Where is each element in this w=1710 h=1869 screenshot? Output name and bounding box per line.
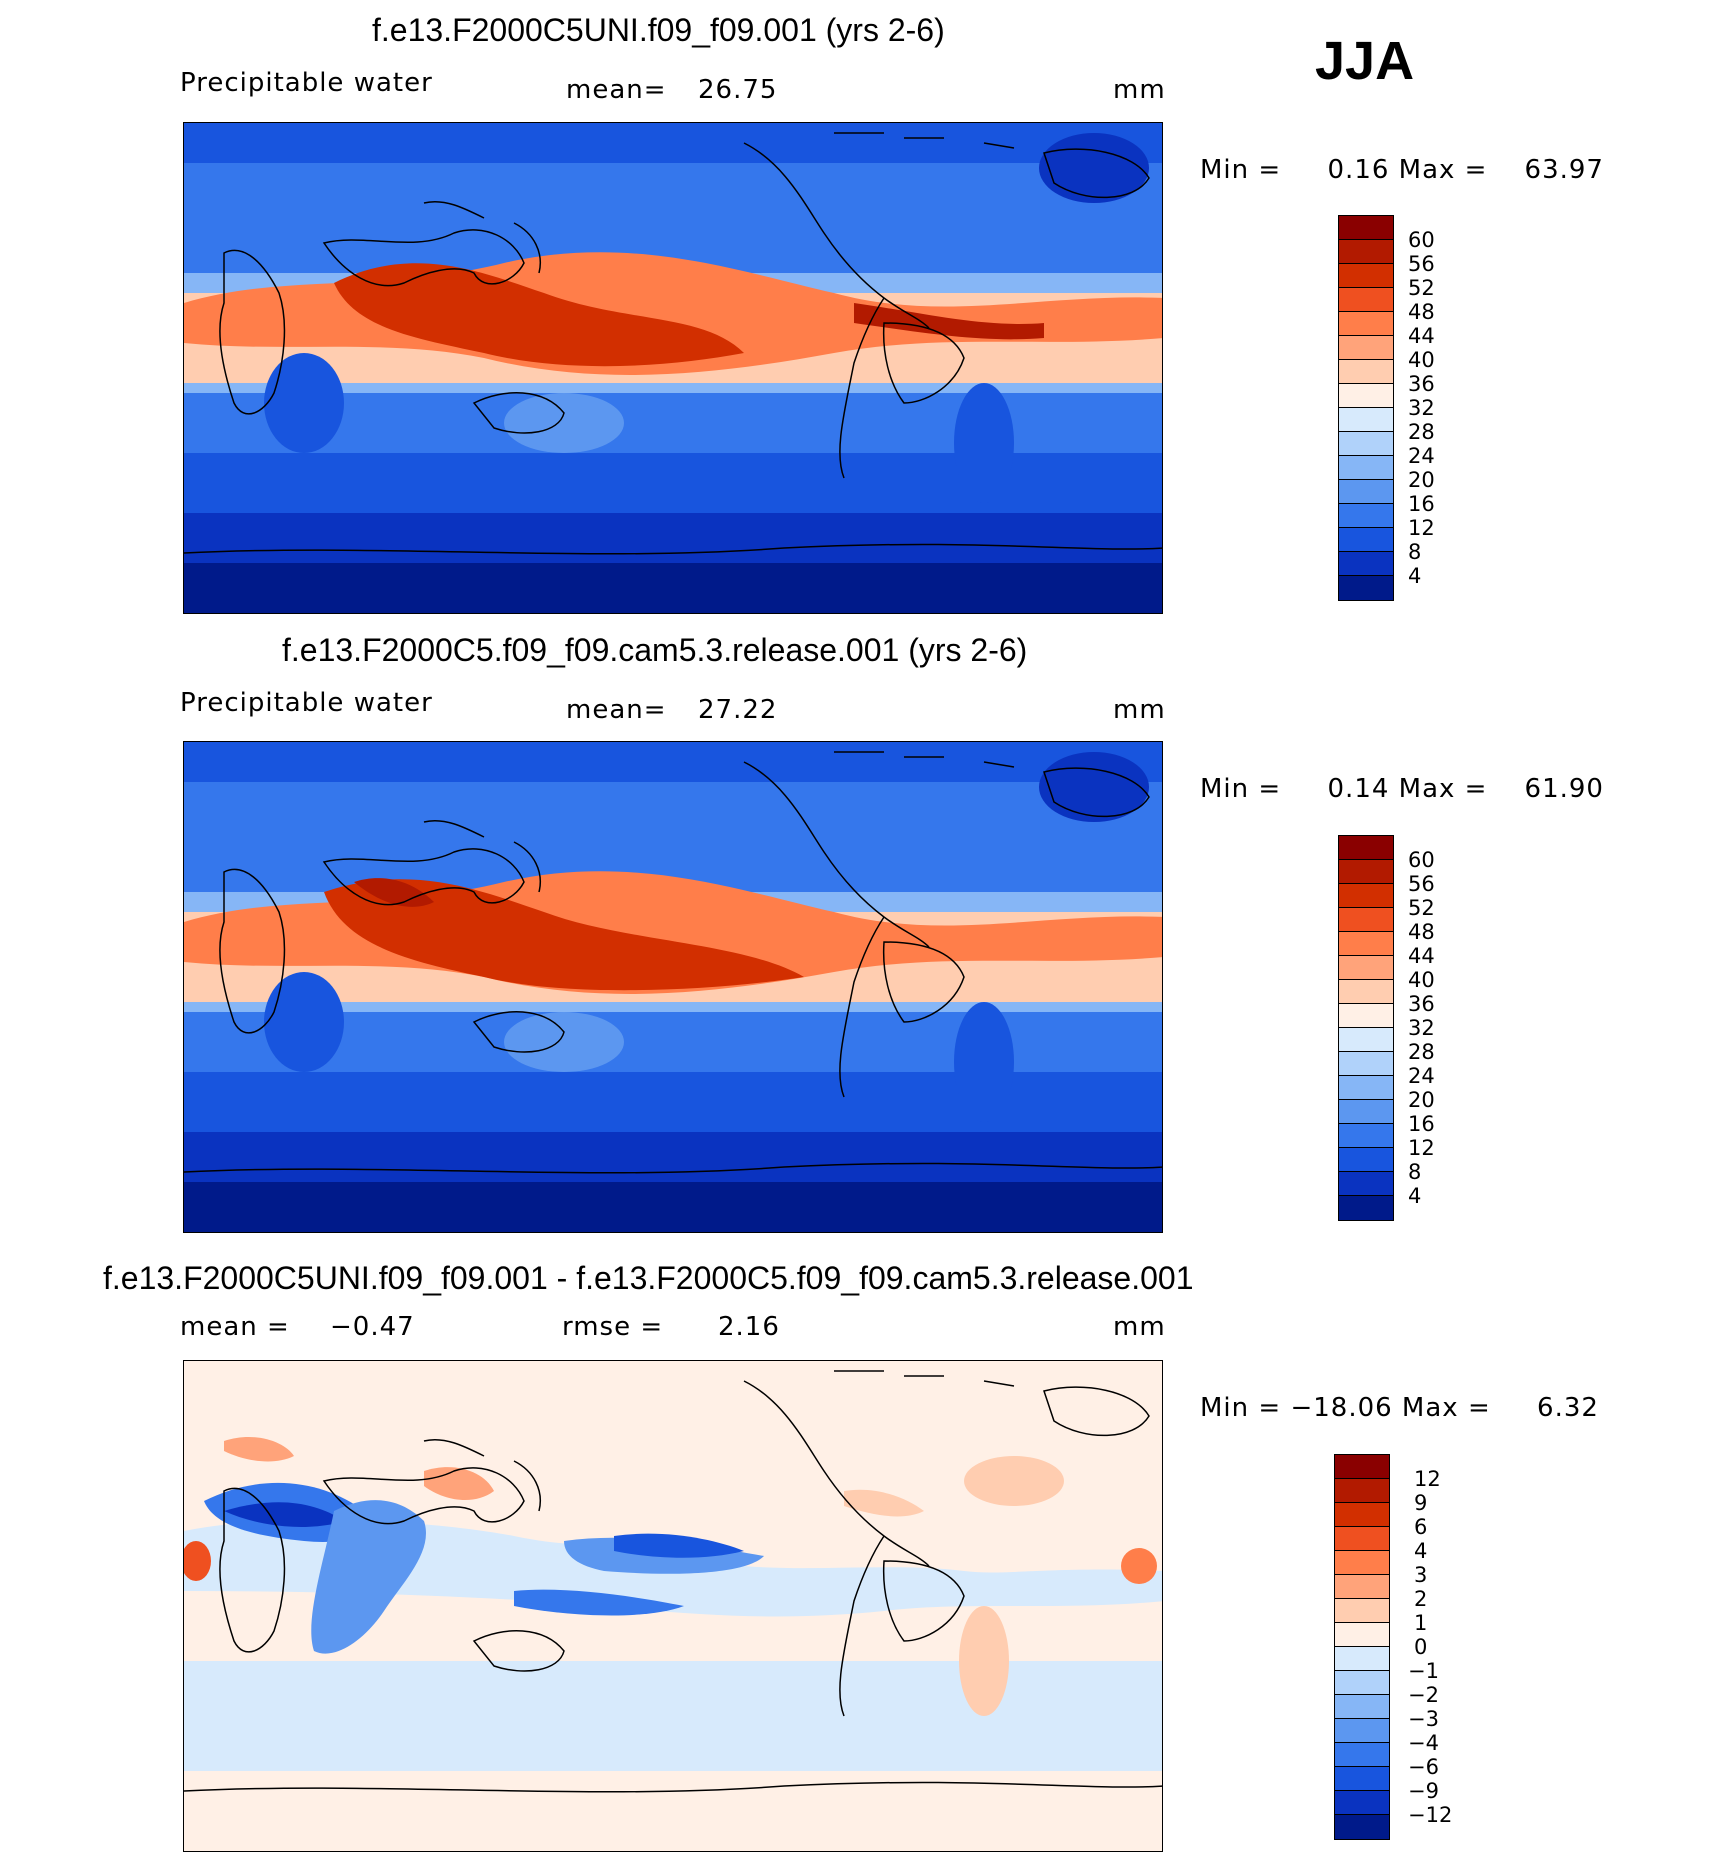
panel-3-rmse-value: 2.16: [718, 1312, 780, 1342]
panel-1-title: f.e13.F2000C5UNI.f09_f09.001 (yrs 2-6): [372, 12, 945, 48]
panel-1-tick: 56: [1408, 252, 1435, 276]
panel-3-tick: 2: [1414, 1587, 1428, 1611]
panel-3-tick: 0: [1414, 1635, 1428, 1659]
panel-2-tick: 20: [1408, 1088, 1435, 1112]
panel-2-tick: 48: [1408, 920, 1435, 944]
panel-2-tick: 56: [1408, 872, 1435, 896]
panel-2-mean-label: mean=: [566, 695, 667, 725]
panel-2-mean-value: 27.22: [698, 695, 778, 725]
panel-3-minmax: Min = −18.06 Max = 6.32: [1200, 1393, 1599, 1423]
panel-3-tick: 12: [1414, 1467, 1441, 1491]
panel-3-tick: −4: [1408, 1731, 1439, 1755]
panel-3-tick: −9: [1408, 1779, 1439, 1803]
panel-2-variable-label: Precipitable water: [180, 688, 433, 718]
panel-2-tick: 60: [1408, 848, 1435, 872]
season-label: JJA: [1315, 31, 1415, 91]
panel-3-tick: −2: [1408, 1683, 1439, 1707]
panel-3-rmse-label: rmse =: [562, 1312, 664, 1342]
panel-2-tick: 52: [1408, 896, 1435, 920]
panel-2-tick: 16: [1408, 1112, 1435, 1136]
panel-1-tick: 24: [1408, 444, 1435, 468]
panel-2-tick: 28: [1408, 1040, 1435, 1064]
panel-2-contour-field: [184, 742, 1162, 1232]
panel-3-tick: 6: [1414, 1515, 1428, 1539]
panel-1-units: mm: [1113, 75, 1166, 105]
panel-2-map: [183, 741, 1163, 1233]
panel-2-tick: 36: [1408, 992, 1435, 1016]
panel-2-tick: 4: [1408, 1184, 1422, 1208]
panel-2-tick: 8: [1408, 1160, 1422, 1184]
panel-1-variable-label: Precipitable water: [180, 68, 433, 98]
panel-1-tick: 28: [1408, 420, 1435, 444]
panel-1-tick: 16: [1408, 492, 1435, 516]
panel-2-title: f.e13.F2000C5.f09_f09.cam5.3.release.001…: [282, 632, 1028, 668]
panel-1-mean-value: 26.75: [698, 75, 778, 105]
panel-3-units: mm: [1113, 1312, 1166, 1342]
panel-2-minmax: Min = 0.14 Max = 61.90: [1200, 774, 1604, 804]
panel-1-tick: 60: [1408, 228, 1435, 252]
panel-3-mean-value: −0.47: [330, 1312, 415, 1342]
panel-2-units: mm: [1113, 695, 1166, 725]
panel-3-tick: 1: [1414, 1611, 1428, 1635]
panel-1-colorbar: [1338, 215, 1394, 601]
panel-3-title: f.e13.F2000C5UNI.f09_f09.001 - f.e13.F20…: [103, 1260, 1194, 1296]
panel-3-tick: −3: [1408, 1707, 1439, 1731]
panel-1-map: [183, 122, 1163, 614]
panel-2-tick: 24: [1408, 1064, 1435, 1088]
panel-3-colorbar: [1334, 1454, 1390, 1840]
panel-2-tick: 40: [1408, 968, 1435, 992]
panel-1-tick: 44: [1408, 324, 1435, 348]
panel-2-tick: 12: [1408, 1136, 1435, 1160]
panel-1-tick: 32: [1408, 396, 1435, 420]
panel-2-tick: 32: [1408, 1016, 1435, 1040]
panel-1-contour-field: [184, 123, 1162, 613]
panel-3-tick: −6: [1408, 1755, 1439, 1779]
panel-3-tick: 4: [1414, 1539, 1428, 1563]
panel-1-tick: 4: [1408, 564, 1422, 588]
panel-1-tick: 12: [1408, 516, 1435, 540]
panel-2-tick: 44: [1408, 944, 1435, 968]
panel-3-tick: −12: [1408, 1803, 1453, 1827]
panel-1-mean-label: mean=: [566, 75, 667, 105]
panel-1-tick: 20: [1408, 468, 1435, 492]
panel-1-minmax: Min = 0.16 Max = 63.97: [1200, 155, 1604, 185]
panel-3-contour-field: [184, 1361, 1162, 1851]
panel-3-tick: 9: [1414, 1491, 1428, 1515]
panel-1-tick: 52: [1408, 276, 1435, 300]
panel-1-tick: 48: [1408, 300, 1435, 324]
panel-3-tick: −1: [1408, 1659, 1439, 1683]
panel-1-tick: 40: [1408, 348, 1435, 372]
panel-1-tick: 8: [1408, 540, 1422, 564]
panel-3-map: [183, 1360, 1163, 1852]
panel-3-tick: 3: [1414, 1563, 1428, 1587]
panel-2-colorbar: [1338, 835, 1394, 1221]
panel-3-mean-label: mean =: [180, 1312, 290, 1342]
panel-1-tick: 36: [1408, 372, 1435, 396]
